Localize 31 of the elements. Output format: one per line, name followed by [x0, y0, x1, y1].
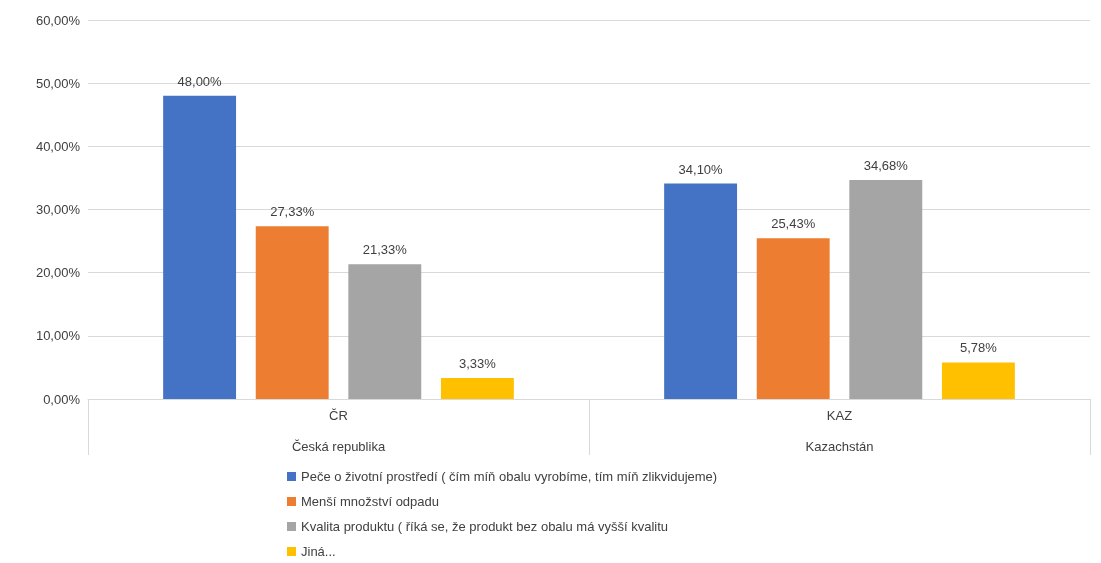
x-tick-label: ČR	[329, 408, 348, 423]
text: Kazachstán	[805, 439, 874, 454]
bar	[941, 362, 1015, 399]
bar	[348, 264, 422, 399]
data-label: 5,78%	[959, 340, 998, 356]
data-label: 48,00%	[177, 73, 223, 89]
data-label: 3,33%	[458, 355, 497, 371]
y-tick-label: 10,00%	[35, 328, 81, 344]
bar	[163, 95, 237, 399]
bar	[756, 238, 830, 399]
y-tick-label: 20,00%	[35, 265, 81, 281]
x-tick-label: KAZ	[826, 408, 853, 423]
legend-label: Peče o životní prostředí ( čím míň obalu vyrobíme, tím míň zlikvidujeme)	[301, 469, 718, 484]
legend-label: Kvalita produktu ( říká se, že produkt bez obalu má vyšší kvalitu	[301, 519, 669, 534]
y-tick-label: 50,00%	[35, 75, 81, 91]
y-tick-label: 0,00%	[43, 391, 81, 407]
bar	[255, 226, 329, 399]
y-tick-label: 40,00%	[35, 138, 81, 154]
y-tick-label: 60,00%	[35, 12, 81, 28]
data-label: 34,68%	[863, 157, 909, 173]
bar	[440, 377, 514, 399]
legend-label: Menší množství odpadu	[301, 494, 440, 509]
data-label: 25,43%	[771, 216, 816, 232]
data-label: 27,33%	[270, 204, 315, 220]
text: Česká republika	[291, 439, 386, 454]
data-label: 21,33%	[362, 242, 408, 258]
data-label: 34,10%	[678, 161, 724, 177]
bar	[664, 183, 738, 399]
y-tick-label: 30,00%	[35, 202, 81, 217]
bar	[849, 179, 923, 399]
legend-label: Jiná...	[301, 544, 336, 559]
